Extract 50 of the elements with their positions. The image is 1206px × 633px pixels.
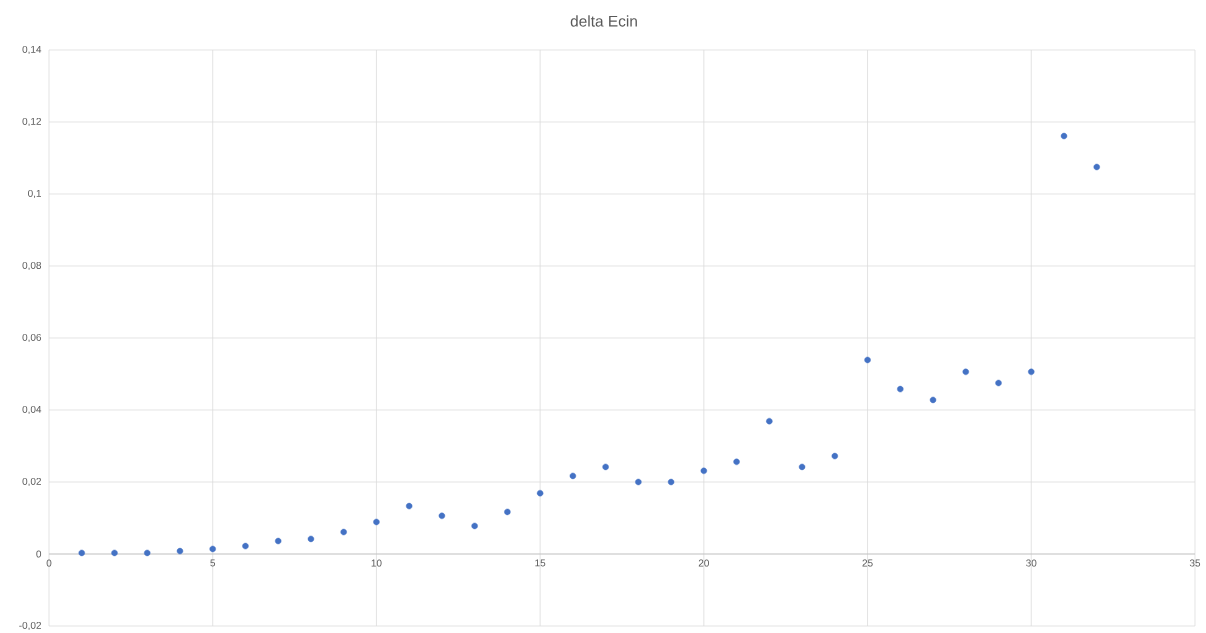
point	[209, 545, 216, 552]
point	[536, 489, 544, 497]
point	[569, 472, 577, 479]
x-tick-label: 30	[1026, 559, 1037, 567]
x-tick-label: 10	[371, 559, 382, 567]
y-tick-label: 0,1	[28, 189, 41, 198]
point	[405, 502, 413, 510]
point	[307, 535, 315, 542]
x-tick-label: 15	[535, 559, 546, 567]
point	[504, 508, 511, 515]
x-tick-label: 25	[862, 559, 873, 567]
y-tick-label: -0,02	[19, 621, 41, 630]
chart-title: delta Ecin	[570, 15, 637, 27]
point	[700, 467, 708, 474]
point	[733, 458, 740, 465]
point	[635, 478, 642, 485]
point	[897, 385, 904, 393]
point	[864, 356, 871, 363]
point	[340, 528, 347, 536]
point	[144, 549, 151, 556]
point	[766, 417, 773, 425]
point	[929, 396, 937, 403]
point	[1093, 163, 1100, 170]
y-tick-label: 0,04	[22, 405, 42, 414]
point	[831, 452, 839, 460]
y-tick-label: 0,08	[22, 261, 42, 270]
point	[176, 547, 184, 555]
point	[602, 463, 609, 470]
y-tick-label: 0	[36, 550, 42, 558]
point	[798, 463, 806, 470]
point	[275, 537, 282, 545]
y-tick-label: 0,12	[22, 117, 41, 126]
point	[995, 379, 1002, 386]
point	[111, 549, 118, 556]
point	[373, 518, 380, 525]
x-tick-label: 35	[1189, 559, 1201, 567]
point	[667, 478, 675, 485]
x-tick-label: 5	[210, 559, 216, 567]
y-tick-label: 0,02	[22, 477, 41, 486]
point	[1060, 132, 1068, 140]
point	[438, 512, 446, 519]
y-tick-label: 0,06	[22, 333, 42, 342]
point	[1028, 368, 1035, 375]
point	[242, 542, 249, 550]
point	[78, 549, 85, 556]
y-tick-label: 0,14	[22, 45, 42, 54]
point	[471, 522, 478, 529]
x-tick-label: 0	[46, 559, 52, 567]
point	[962, 368, 969, 375]
x-tick-label: 20	[698, 559, 709, 567]
